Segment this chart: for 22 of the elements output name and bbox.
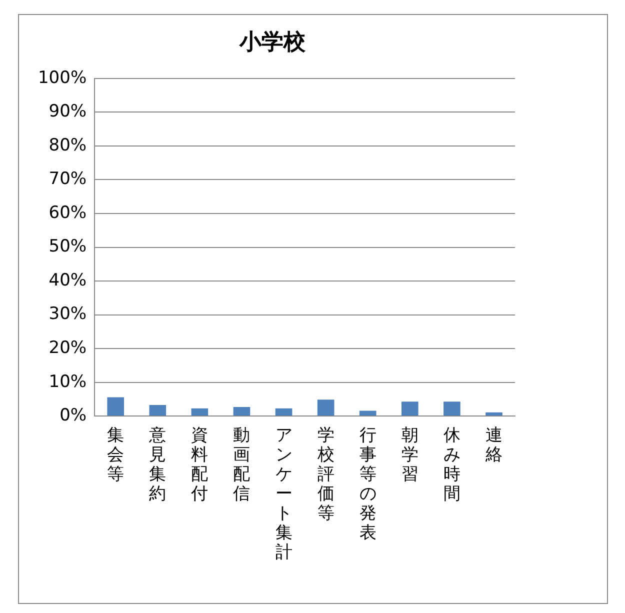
y-tick-label: 20% <box>48 338 87 358</box>
x-tick-label: 資料配付 <box>190 425 208 504</box>
y-tick-label: 30% <box>48 304 87 324</box>
chart-title: 小学校 <box>238 30 306 55</box>
x-tick-label: 学校評価等 <box>316 425 334 524</box>
y-tick-label: 90% <box>48 102 87 122</box>
x-tick-label: 動画配信 <box>233 425 250 504</box>
y-tick-label: 40% <box>48 270 87 290</box>
y-tick-label: 0% <box>60 406 87 426</box>
x-tick-label: アンケート集計 <box>275 425 292 563</box>
y-tick-label: 70% <box>48 169 87 190</box>
y-tick-label: 80% <box>48 135 87 156</box>
x-tick-label: 休み時間 <box>443 425 460 504</box>
x-tick-label: 行事等の発表 <box>359 425 376 544</box>
y-tick-label: 100% <box>38 68 87 88</box>
x-tick-label: 連絡 <box>484 425 502 465</box>
y-tick-label: 60% <box>48 202 87 223</box>
x-tick-label: 朝学習 <box>401 425 418 484</box>
x-tick-label: 意見集約 <box>148 425 166 504</box>
y-tick-label: 50% <box>48 236 87 257</box>
x-tick-label: 集会等 <box>107 425 124 484</box>
y-tick-label: 10% <box>48 372 87 392</box>
